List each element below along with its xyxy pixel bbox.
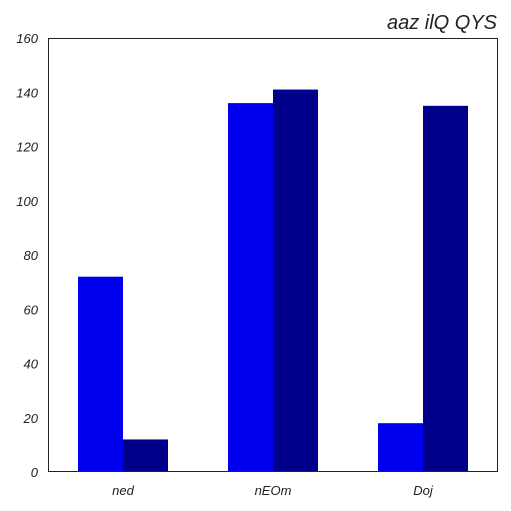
bar-Doj-series-2 <box>423 105 468 472</box>
y-tick-label: 120 <box>16 140 38 155</box>
y-tick-label: 140 <box>16 85 38 100</box>
y-tick-label: 40 <box>24 357 39 372</box>
x-category-label: ned <box>112 483 134 498</box>
y-tick-label: 100 <box>16 194 38 209</box>
bar-Doj-series-1 <box>378 423 423 472</box>
bar-nEOm-series-1 <box>228 103 273 472</box>
y-tick-label: 0 <box>31 465 39 480</box>
y-tick-label: 160 <box>16 31 38 46</box>
y-tick-label: 20 <box>23 411 39 426</box>
y-axis: 0 20 40 60 80 100 120 140 160 <box>16 31 38 480</box>
chart-title: aaz ilQ QYS <box>387 12 498 34</box>
bar-ned-series-1 <box>78 276 123 472</box>
plot-frame <box>48 38 498 472</box>
bar-nEOm-series-2 <box>273 89 318 472</box>
y-tick-label: 80 <box>24 248 39 263</box>
bars-layer <box>78 89 468 472</box>
x-category-label: nEOm <box>255 483 292 498</box>
x-category-label: Doj <box>413 483 434 498</box>
bar-ned-series-2 <box>123 439 168 472</box>
y-tick-label: 60 <box>24 302 39 317</box>
x-axis: ned nEOm Doj <box>112 483 434 498</box>
